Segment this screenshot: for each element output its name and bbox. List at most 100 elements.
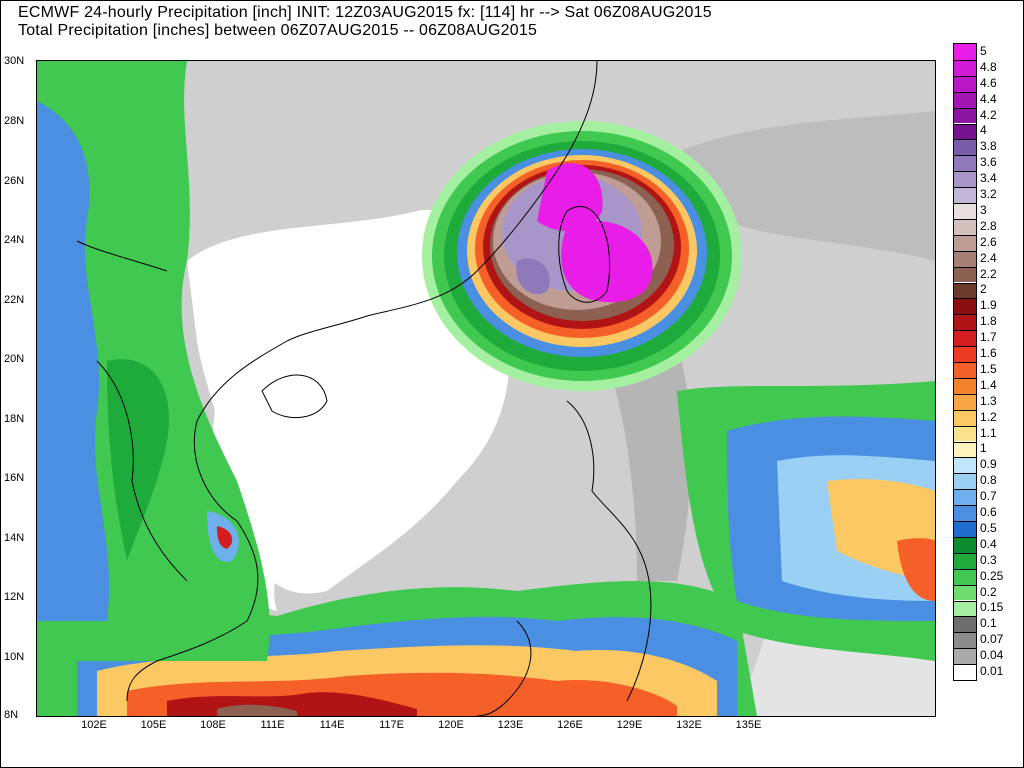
- legend-swatch: [954, 266, 976, 283]
- legend-swatch: [954, 218, 976, 235]
- legend-label: 2.8: [980, 218, 997, 233]
- legend-label: 2.6: [980, 234, 997, 249]
- legend-label: 3.4: [980, 171, 997, 186]
- legend-swatch: [954, 632, 976, 649]
- legend-label: 0.3: [980, 552, 997, 567]
- lat-label: 18N: [4, 413, 25, 425]
- legend-swatch: [954, 362, 976, 378]
- legend-label: 1.8: [980, 314, 997, 329]
- coastlines: [76, 61, 652, 716]
- legend-label: 0.5: [980, 520, 997, 535]
- legend-swatch: [954, 282, 976, 299]
- lat-label: 16N: [4, 472, 25, 484]
- legend-swatch: [954, 473, 976, 490]
- legend-label: 3.2: [980, 187, 997, 202]
- lat-label: 12N: [4, 591, 25, 603]
- legend-swatch: [954, 409, 976, 426]
- legend-swatch: [954, 377, 976, 394]
- legend-label: 3: [980, 202, 987, 217]
- lon-label: 108E: [200, 719, 226, 731]
- legend-label: 4.8: [980, 59, 997, 74]
- legend-label: 1.7: [980, 330, 997, 345]
- legend-swatch: [954, 425, 976, 442]
- color-legend: [953, 43, 977, 681]
- legend-label: 3.8: [980, 139, 997, 154]
- lat-label: 24N: [4, 234, 25, 246]
- legend-swatch: [954, 59, 976, 76]
- legend-label: 4.4: [980, 91, 997, 106]
- legend-label: 0.7: [980, 489, 997, 504]
- legend-label: 0.15: [980, 600, 1004, 615]
- legend-swatch: [954, 171, 976, 188]
- legend-label: 0.07: [980, 632, 1004, 647]
- legend-label: 1.9: [980, 298, 997, 313]
- legend-swatch: [954, 75, 976, 92]
- legend-label: 2.4: [980, 250, 997, 265]
- lat-label: 20N: [4, 353, 25, 365]
- lon-label: 120E: [438, 719, 464, 731]
- lat-label: 30N: [4, 55, 25, 67]
- lat-label: 28N: [4, 115, 25, 127]
- lon-label: 123E: [497, 719, 524, 731]
- legend-swatch: [954, 393, 976, 410]
- legend-swatch: [954, 600, 976, 617]
- legend-swatch: [954, 536, 976, 553]
- lon-label: 132E: [676, 719, 702, 731]
- map-title: ECMWF 24-hourly Precipitation [inch] INI…: [18, 4, 712, 21]
- legend-swatch: [954, 314, 976, 331]
- legend-label: 1.2: [980, 409, 997, 424]
- typhoon-rainband: [422, 121, 742, 391]
- lat-label: 22N: [4, 294, 25, 306]
- legend-swatch: [954, 107, 976, 124]
- lon-label: 129E: [616, 719, 643, 731]
- legend-label: 1: [980, 441, 987, 456]
- legend-swatch: [954, 187, 976, 203]
- legend-label: 0.1: [980, 616, 997, 631]
- legend-swatch: [954, 91, 976, 108]
- legend-swatch: [954, 250, 976, 267]
- map-canvas: [37, 61, 935, 716]
- legend-swatch: [954, 139, 976, 156]
- legend-label: 0.4: [980, 536, 997, 551]
- legend-label: 4.2: [980, 107, 997, 122]
- legend-swatch: [954, 155, 976, 172]
- legend-label: 0.6: [980, 505, 997, 520]
- legend-swatch: [954, 203, 976, 219]
- legend-label: 2: [980, 282, 987, 297]
- lon-label: 117E: [379, 719, 404, 731]
- lat-label: 10N: [4, 651, 25, 663]
- legend-label: 4.6: [980, 75, 997, 90]
- lon-label: 114E: [319, 719, 345, 731]
- legend-swatch: [954, 489, 976, 506]
- legend-swatch: [954, 584, 976, 601]
- western-rainfield: [37, 61, 270, 661]
- legend-swatch: [954, 616, 976, 633]
- legend-label: 0.8: [980, 473, 997, 488]
- lat-label: 8N: [4, 709, 19, 721]
- legend-label: 5: [980, 43, 987, 58]
- legend-label: 2.2: [980, 266, 997, 281]
- legend-swatch: [954, 552, 976, 569]
- legend-label: 3.6: [980, 155, 997, 170]
- legend-label: 1.1: [980, 425, 997, 440]
- lat-label: 14N: [4, 532, 25, 544]
- precipitation-map: [36, 60, 936, 717]
- legend-swatch: [954, 664, 976, 680]
- lon-label: 105E: [140, 719, 167, 731]
- legend-swatch: [954, 505, 976, 521]
- eastern-rainfield: [677, 381, 935, 661]
- lon-label: 102E: [81, 719, 107, 731]
- legend-swatch: [954, 441, 976, 458]
- legend-swatch: [954, 234, 976, 251]
- legend-swatch: [954, 44, 976, 60]
- legend-swatch: [954, 521, 976, 537]
- map-subtitle: Total Precipitation [inches] between 06Z…: [18, 22, 538, 39]
- legend-label: 1.3: [980, 393, 997, 408]
- legend-label: 0.01: [980, 664, 1004, 679]
- legend-swatch: [954, 648, 976, 665]
- lon-label: 111E: [260, 719, 285, 731]
- legend-label: 0.2: [980, 584, 997, 599]
- legend-label: 0.04: [980, 648, 1004, 663]
- lon-label: 135E: [735, 719, 762, 731]
- legend-label: 1.6: [980, 346, 997, 361]
